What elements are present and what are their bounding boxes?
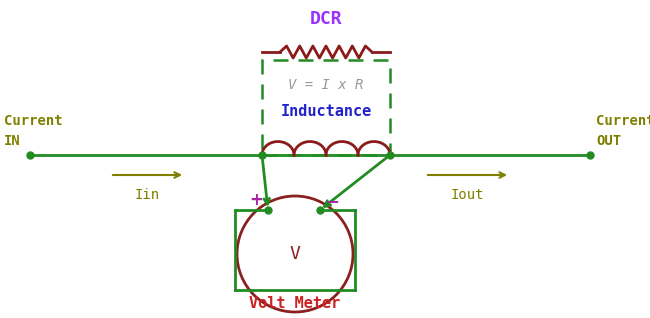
Text: V: V — [289, 245, 300, 263]
Text: Iin: Iin — [135, 188, 159, 202]
Text: DCR: DCR — [309, 10, 343, 28]
Text: OUT: OUT — [596, 134, 621, 148]
Text: Iout: Iout — [450, 188, 484, 202]
Text: −: − — [325, 192, 339, 210]
Text: Volt Meter: Volt Meter — [250, 296, 341, 311]
Text: Current: Current — [596, 114, 650, 128]
Text: Current: Current — [4, 114, 62, 128]
Text: +: + — [249, 191, 263, 209]
Text: IN: IN — [4, 134, 21, 148]
Text: V = I x R: V = I x R — [289, 78, 364, 92]
Text: Inductance: Inductance — [280, 105, 372, 120]
